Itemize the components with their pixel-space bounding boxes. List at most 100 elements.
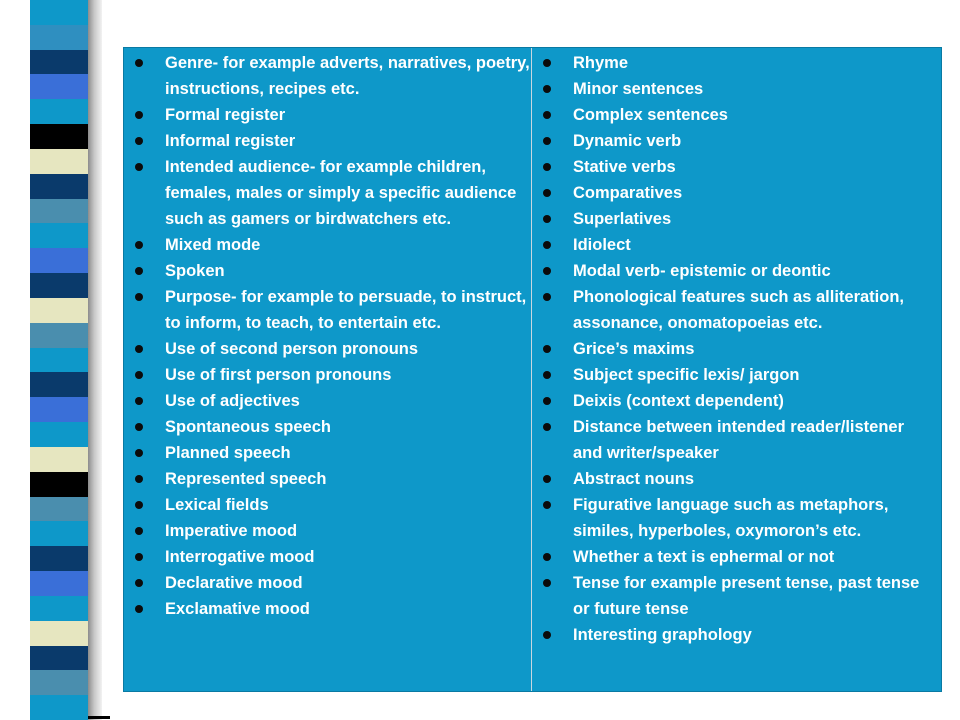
stripe-segment [30,148,88,175]
bullet-dot-icon [543,267,551,275]
stripe-segment [30,49,88,75]
bullet-dot-icon [135,267,143,275]
left-bullet-list: Genre- for example adverts, narratives, … [124,50,530,622]
content-table: Genre- for example adverts, narratives, … [123,47,942,692]
bullet-dot-icon [135,137,143,145]
bullet-text: Dynamic verb [573,132,682,150]
bullet-text: Subject specific lexis/ jargon [573,366,800,384]
bullet-item: Mixed mode [124,232,530,258]
stripe-segment [30,347,88,373]
stripe-segment [30,322,88,349]
bullet-text: Lexical fields [165,496,269,514]
bullet-dot-icon [543,631,551,639]
bullet-dot-icon [543,241,551,249]
bullet-dot-icon [135,371,143,379]
bullet-text: Figurative language such as metaphors, s… [573,496,889,540]
bullet-item: Interesting graphology [532,622,937,648]
bullet-text: Interrogative mood [165,548,315,566]
bullet-text: Genre- for example adverts, narratives, … [165,54,530,98]
bullet-dot-icon [543,397,551,405]
bullet-item: Figurative language such as metaphors, s… [532,492,937,544]
stripe-segment [30,620,88,646]
bullet-text: Purpose- for example to persuade, to ins… [165,288,527,332]
stripe-segment [30,496,88,522]
stripe-segment [30,595,88,622]
bullet-dot-icon [135,397,143,405]
decorative-stripe-bar [30,0,88,720]
bullet-item: Complex sentences [532,102,937,128]
bullet-item: Abstract nouns [532,466,937,492]
bullet-item: Genre- for example adverts, narratives, … [124,50,530,102]
bullet-item: Represented speech [124,466,530,492]
bullet-text: Minor sentences [573,80,704,98]
bullet-text: Complex sentences [573,106,728,124]
bullet-dot-icon [135,605,143,613]
bullet-text: Informal register [165,132,296,150]
bullet-text: Imperative mood [165,522,298,540]
bullet-text: Formal register [165,106,286,124]
bullet-item: Imperative mood [124,518,530,544]
stripe-segment [30,471,88,498]
bullet-dot-icon [543,579,551,587]
bullet-dot-icon [135,423,143,431]
bullet-dot-icon [135,579,143,587]
bullet-item: Idiolect [532,232,937,258]
bullet-text: Idiolect [573,236,631,254]
bullet-dot-icon [543,345,551,353]
bullet-dot-icon [543,423,551,431]
stripe-segment [30,74,88,100]
bullet-item: Use of adjectives [124,388,530,414]
decorative-underline [88,716,110,719]
bullet-text: Stative verbs [573,158,676,176]
stripe-segment [30,173,88,200]
bullet-dot-icon [543,111,551,119]
bullet-dot-icon [135,111,143,119]
bullet-item: Rhyme [532,50,937,76]
bullet-item: Tense for example present tense, past te… [532,570,937,622]
bullet-dot-icon [135,553,143,561]
bullet-dot-icon [135,449,143,457]
bullet-item: Informal register [124,128,530,154]
bullet-text: Deixis (context dependent) [573,392,784,410]
bullet-item: Spontaneous speech [124,414,530,440]
bullet-text: Intended audience- for example children,… [165,158,517,228]
stripe-segment [30,372,88,398]
bullet-item: Superlatives [532,206,937,232]
bullet-item: Spoken [124,258,530,284]
bullet-text: Spoken [165,262,225,280]
stripe-segment [30,521,88,547]
bullet-text: Whether a text is ephermal or not [573,548,835,566]
stripe-segment [30,397,88,423]
bullet-text: Superlatives [573,210,672,228]
bullet-text: Planned speech [165,444,291,462]
bullet-text: Mixed mode [165,236,261,254]
bullet-dot-icon [543,371,551,379]
right-bullet-list: Rhyme Minor sentences Complex sentences Dyn… [532,50,937,648]
bullet-item: Phonological features such as alliterati… [532,284,937,336]
bullet-text: Phonological features such as alliterati… [573,288,904,332]
stripe-segment [30,198,88,224]
stripe-segment [30,695,88,720]
bullet-text: Grice’s maxims [573,340,695,358]
bullet-item: Minor sentences [532,76,937,102]
bullet-text: Distance between intended reader/listene… [573,418,905,462]
stripe-segment [30,670,88,696]
bullet-item: Lexical fields [124,492,530,518]
bullet-item: Stative verbs [532,154,937,180]
bullet-text: Modal verb- epistemic or deontic [573,262,831,280]
bullet-text: Spontaneous speech [165,418,331,436]
bullet-item: Use of second person pronouns [124,336,530,362]
stripe-segment [30,124,88,150]
bullet-dot-icon [135,527,143,535]
bullet-item: Dynamic verb [532,128,937,154]
bullet-text: Declarative mood [165,574,303,592]
bullet-text: Exclamative mood [165,600,310,618]
stripe-segment [30,99,88,125]
stripe-segment [30,446,88,473]
bullet-dot-icon [543,59,551,67]
stripe-segment [30,0,88,26]
bullet-text: Use of first person pronouns [165,366,392,384]
stripe-segment [30,223,88,249]
bullet-text: Interesting graphology [573,626,752,644]
bullet-dot-icon [543,85,551,93]
